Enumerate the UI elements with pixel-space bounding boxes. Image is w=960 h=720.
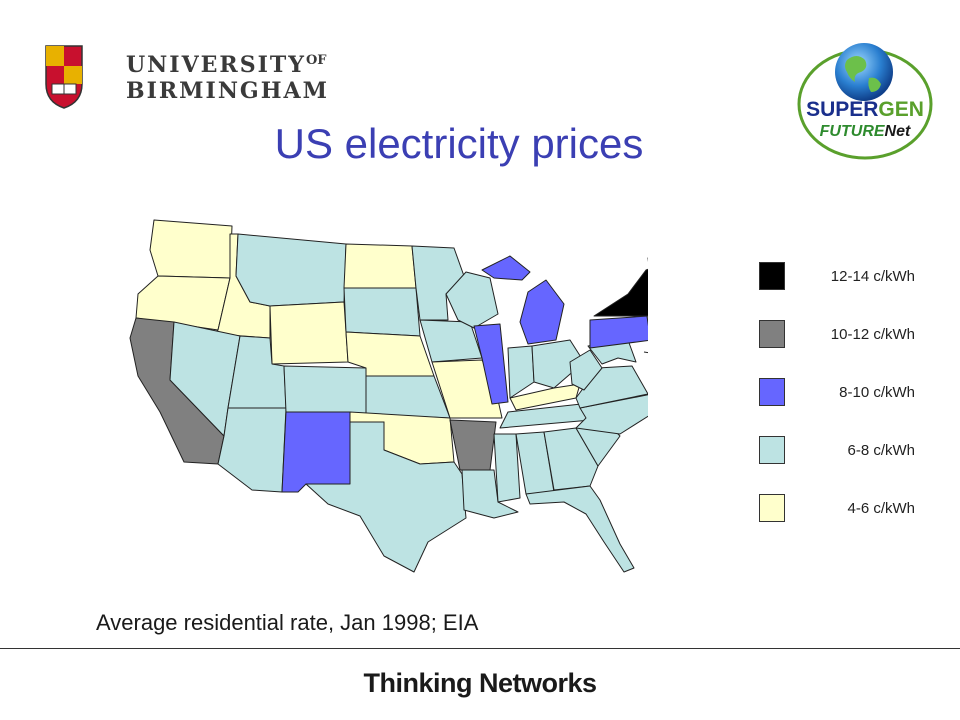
state-in (507, 345, 535, 399)
state-nd (343, 243, 417, 289)
university-name-of: OF (305, 53, 327, 68)
state-ny (593, 268, 648, 317)
page-title: US electricity prices (274, 120, 644, 167)
state-co (283, 365, 367, 415)
footer-tagline: Thinking Networks (363, 668, 597, 698)
state-wy (269, 301, 349, 365)
legend-swatch (759, 436, 785, 464)
map-legend: 12-14 c/kWh 10-12 c/kWh 8-10 c/kWh 6-8 c… (759, 262, 939, 522)
svg-text:FUTURENet: FUTURENet (820, 123, 911, 140)
university-crest-icon (45, 45, 83, 109)
legend-item: 4-6 c/kWh (759, 494, 939, 522)
legend-label: 6-8 c/kWh (847, 442, 915, 459)
state-pa (589, 315, 648, 349)
legend-swatch (759, 262, 785, 290)
state-mi-upper (481, 255, 531, 281)
state-ky (509, 383, 581, 411)
dc-leader-line (643, 351, 648, 354)
state-nm (281, 411, 351, 493)
svg-text:SUPERGEN: SUPERGEN (806, 98, 924, 121)
state-mt (235, 233, 347, 307)
supergen-word2: GEN (878, 98, 924, 121)
state-la (461, 469, 519, 519)
state-mn (411, 245, 465, 321)
state-ks (365, 375, 451, 419)
state-mi-lower (519, 279, 565, 345)
university-name-line1: UNIVERSITY (126, 52, 306, 78)
state-sd (343, 287, 421, 337)
supergen-word1: SUPER (806, 98, 878, 121)
state-oh (531, 339, 585, 389)
future-word1: FUTURE (820, 123, 886, 140)
us-electricity-price-map: DC (129, 219, 648, 573)
legend-swatch (759, 494, 785, 522)
state-wi (445, 271, 499, 329)
legend-label: 4-6 c/kWh (847, 500, 915, 517)
footer-divider (0, 648, 960, 649)
future-word2: Net (885, 123, 911, 140)
legend-item: 10-12 c/kWh (759, 320, 939, 348)
map-caption: Average residential rate, Jan 1998; EIA (96, 610, 479, 635)
state-nc (575, 394, 648, 435)
globe-icon (835, 43, 893, 101)
legend-label: 12-14 c/kWh (830, 268, 915, 285)
state-ar (449, 419, 497, 471)
legend-item: 12-14 c/kWh (759, 262, 939, 290)
state-ms (493, 433, 521, 503)
legend-item: 6-8 c/kWh (759, 436, 939, 464)
university-logo: UNIVERSITYOF BIRMINGHAM (44, 44, 327, 116)
legend-label: 10-12 c/kWh (830, 326, 915, 343)
legend-swatch (759, 378, 785, 406)
legend-label: 8-10 c/kWh (839, 384, 915, 401)
state-wv (569, 349, 603, 391)
state-az (217, 407, 287, 493)
university-name-line2: BIRMINGHAM (126, 78, 329, 104)
supergen-futurenet-logo: SUPERGEN FUTURENet (797, 43, 933, 160)
state-il (473, 323, 509, 405)
legend-item: 8-10 c/kWh (759, 378, 939, 406)
state-wa (149, 219, 233, 279)
legend-swatch (759, 320, 785, 348)
state-fl (525, 485, 635, 573)
